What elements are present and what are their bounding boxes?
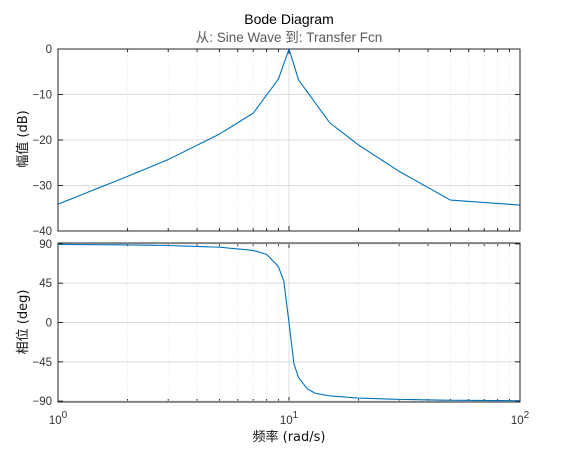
- x-tick-base: 10: [280, 415, 293, 427]
- x-tick-label: 101: [280, 410, 299, 427]
- x-tick-label: 102: [511, 410, 530, 427]
- x-tick-exponent: 0: [62, 410, 68, 421]
- y-tick-label: −30: [32, 181, 52, 193]
- x-tick-exponent: 1: [293, 410, 299, 421]
- phase-panel: 90 45 0 −45 −90: [32, 239, 521, 408]
- y-tick-label: 0: [46, 318, 52, 330]
- x-axis-label: 频率 (rad/s): [253, 429, 326, 445]
- y-tick-label: −45: [32, 357, 52, 369]
- y-tick-label: −10: [32, 90, 52, 102]
- x-tick-base: 10: [49, 415, 62, 427]
- y-tick-label: 0: [46, 44, 52, 56]
- phase-series-line: [57, 243, 521, 402]
- x-tick-labels: 100 101 102: [49, 410, 530, 427]
- chart-subtitle: 从: Sine Wave 到: Transfer Fcn: [196, 30, 383, 45]
- phase-y-axis-label: 相位 (deg): [16, 290, 31, 355]
- y-tick-label: −40: [32, 226, 52, 238]
- x-tick-base: 10: [511, 415, 524, 427]
- plot-frame: [57, 242, 521, 403]
- plot-frame: [57, 48, 521, 232]
- y-tick-label: −20: [32, 135, 52, 147]
- y-tick-label: 90: [39, 239, 52, 251]
- x-tick-exponent: 2: [524, 410, 530, 421]
- magnitude-y-axis-label: 幅值 (dB): [15, 110, 31, 167]
- magnitude-panel: 0 −10 −20 −30 −40: [32, 44, 521, 238]
- y-tick-label: −90: [32, 396, 52, 408]
- y-tick-label: 45: [39, 278, 52, 290]
- chart-title: Bode Diagram: [244, 11, 334, 27]
- x-tick-label: 100: [49, 410, 68, 427]
